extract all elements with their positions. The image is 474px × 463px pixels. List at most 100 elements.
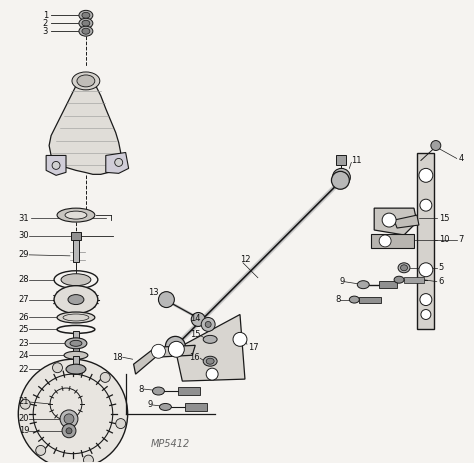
Text: 9: 9 xyxy=(147,400,153,409)
Text: 4: 4 xyxy=(459,154,464,163)
Ellipse shape xyxy=(66,364,86,374)
Ellipse shape xyxy=(153,387,164,395)
Circle shape xyxy=(165,336,185,356)
Ellipse shape xyxy=(61,274,91,286)
Polygon shape xyxy=(374,208,417,235)
Text: 10: 10 xyxy=(439,236,449,244)
Text: 2: 2 xyxy=(43,19,48,28)
Bar xyxy=(185,403,207,411)
Circle shape xyxy=(20,399,30,409)
Text: 11: 11 xyxy=(351,156,362,165)
Ellipse shape xyxy=(159,403,172,410)
Circle shape xyxy=(36,445,46,456)
Bar xyxy=(73,240,79,262)
Circle shape xyxy=(420,294,432,306)
Text: 26: 26 xyxy=(18,313,29,322)
Circle shape xyxy=(419,263,433,277)
Text: 6: 6 xyxy=(439,277,444,286)
Ellipse shape xyxy=(70,340,82,346)
Circle shape xyxy=(201,318,215,332)
Circle shape xyxy=(420,199,432,211)
Ellipse shape xyxy=(206,358,214,364)
Text: 25: 25 xyxy=(19,325,29,334)
Circle shape xyxy=(158,292,174,307)
Bar xyxy=(337,156,346,165)
Text: 16: 16 xyxy=(190,353,200,362)
Text: 27: 27 xyxy=(18,295,29,304)
Circle shape xyxy=(100,372,110,382)
Polygon shape xyxy=(371,234,414,248)
Circle shape xyxy=(431,141,441,150)
Ellipse shape xyxy=(82,28,90,34)
Ellipse shape xyxy=(203,335,217,344)
Ellipse shape xyxy=(79,26,93,36)
Circle shape xyxy=(53,363,63,373)
Text: 7: 7 xyxy=(459,236,464,244)
Circle shape xyxy=(168,341,184,357)
Text: 8: 8 xyxy=(335,295,340,304)
Text: 1: 1 xyxy=(43,11,48,20)
Polygon shape xyxy=(106,152,128,173)
Polygon shape xyxy=(46,156,66,175)
Circle shape xyxy=(52,162,60,169)
Ellipse shape xyxy=(65,211,87,219)
Circle shape xyxy=(382,213,396,227)
Circle shape xyxy=(60,410,78,428)
Text: 3: 3 xyxy=(43,27,48,36)
Circle shape xyxy=(421,310,431,319)
Polygon shape xyxy=(394,215,419,228)
Circle shape xyxy=(419,169,433,182)
Ellipse shape xyxy=(57,208,95,222)
Ellipse shape xyxy=(54,286,98,313)
Text: 18: 18 xyxy=(112,353,123,362)
Polygon shape xyxy=(175,314,245,381)
Text: 21: 21 xyxy=(19,397,29,407)
Text: 14: 14 xyxy=(190,314,200,323)
Polygon shape xyxy=(49,74,121,175)
Text: 22: 22 xyxy=(19,365,29,374)
Text: MP5412: MP5412 xyxy=(151,439,190,449)
Bar xyxy=(359,297,381,303)
Circle shape xyxy=(191,313,205,326)
Text: 9: 9 xyxy=(339,277,345,286)
Circle shape xyxy=(62,424,76,438)
Ellipse shape xyxy=(401,265,408,271)
Bar xyxy=(73,356,79,374)
Ellipse shape xyxy=(79,10,93,20)
Circle shape xyxy=(332,169,350,186)
Ellipse shape xyxy=(394,276,404,283)
Text: 20: 20 xyxy=(19,414,29,423)
Circle shape xyxy=(83,455,93,463)
Text: 28: 28 xyxy=(18,275,29,284)
Circle shape xyxy=(115,158,123,166)
Text: 23: 23 xyxy=(18,339,29,348)
Circle shape xyxy=(331,171,349,189)
Ellipse shape xyxy=(349,296,359,303)
Text: 24: 24 xyxy=(19,351,29,360)
Ellipse shape xyxy=(57,312,95,323)
Text: 15: 15 xyxy=(439,213,449,223)
Ellipse shape xyxy=(398,263,410,273)
Text: 17: 17 xyxy=(248,343,258,352)
Ellipse shape xyxy=(82,13,90,18)
Text: 19: 19 xyxy=(19,426,29,435)
Polygon shape xyxy=(417,153,434,329)
Bar xyxy=(73,332,79,353)
Text: 13: 13 xyxy=(148,288,158,297)
Bar xyxy=(379,281,397,288)
Bar xyxy=(71,232,81,240)
Circle shape xyxy=(205,321,211,327)
Text: 12: 12 xyxy=(240,255,250,264)
Ellipse shape xyxy=(64,351,88,359)
Circle shape xyxy=(18,359,128,463)
Circle shape xyxy=(116,419,126,429)
Bar xyxy=(178,387,200,395)
Circle shape xyxy=(66,428,72,434)
Ellipse shape xyxy=(68,294,84,305)
Ellipse shape xyxy=(72,72,100,90)
Text: 5: 5 xyxy=(439,263,444,272)
Polygon shape xyxy=(134,345,195,374)
Ellipse shape xyxy=(77,75,95,87)
Circle shape xyxy=(233,332,247,346)
Circle shape xyxy=(206,368,218,380)
